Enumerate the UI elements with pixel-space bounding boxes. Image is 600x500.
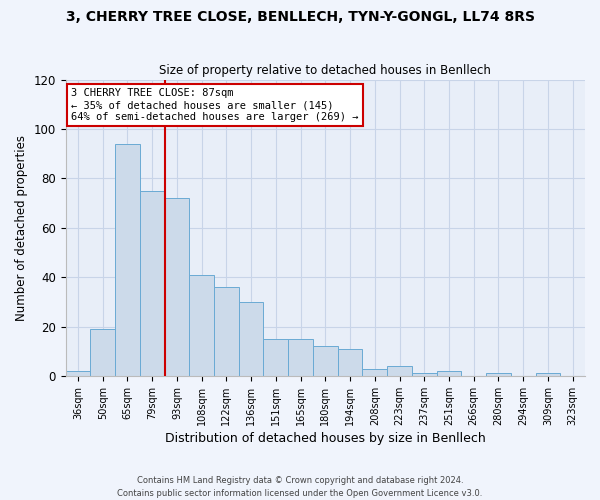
Text: 3 CHERRY TREE CLOSE: 87sqm
← 35% of detached houses are smaller (145)
64% of sem: 3 CHERRY TREE CLOSE: 87sqm ← 35% of deta… [71, 88, 358, 122]
Bar [65, 371, 91, 376]
X-axis label: Distribution of detached houses by size in Benllech: Distribution of detached houses by size … [165, 432, 486, 445]
Bar [91, 329, 115, 376]
Bar [536, 374, 560, 376]
Title: Size of property relative to detached houses in Benllech: Size of property relative to detached ho… [160, 64, 491, 77]
Bar [486, 374, 511, 376]
Bar [190, 274, 214, 376]
Bar [164, 198, 190, 376]
Y-axis label: Number of detached properties: Number of detached properties [15, 135, 28, 321]
Bar [263, 339, 288, 376]
Text: Contains HM Land Registry data © Crown copyright and database right 2024.
Contai: Contains HM Land Registry data © Crown c… [118, 476, 482, 498]
Bar [338, 349, 362, 376]
Bar [140, 190, 164, 376]
Text: 3, CHERRY TREE CLOSE, BENLLECH, TYN-Y-GONGL, LL74 8RS: 3, CHERRY TREE CLOSE, BENLLECH, TYN-Y-GO… [65, 10, 535, 24]
Bar [115, 144, 140, 376]
Bar [288, 339, 313, 376]
Bar [387, 366, 412, 376]
Bar [437, 371, 461, 376]
Bar [362, 368, 387, 376]
Bar [214, 287, 239, 376]
Bar [239, 302, 263, 376]
Bar [412, 374, 437, 376]
Bar [313, 346, 338, 376]
